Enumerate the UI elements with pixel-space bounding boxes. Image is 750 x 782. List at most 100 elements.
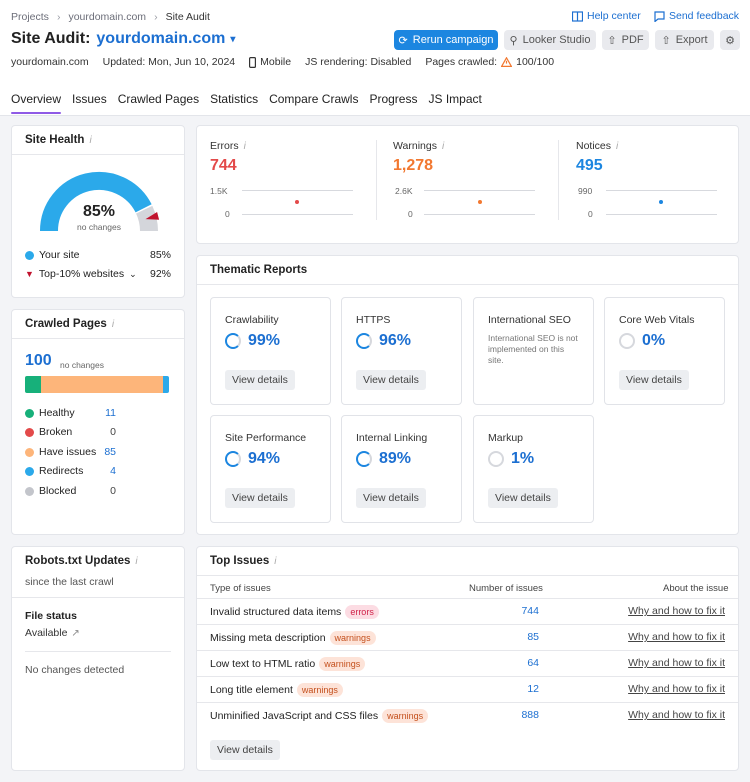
report-card-crawlability[interactable]: Crawlability 99% View details xyxy=(210,297,331,405)
settings-button[interactable]: ⚙ xyxy=(720,30,740,50)
looker-studio-button[interactable]: ⚲ Looker Studio xyxy=(504,30,596,50)
why-fix-link[interactable]: Why and how to fix it xyxy=(628,605,725,617)
export-button[interactable]: ⇧ Export xyxy=(655,30,714,50)
export-label: Export xyxy=(675,34,708,46)
send-feedback-link[interactable]: Send feedback xyxy=(654,10,739,22)
report-card-site-performance[interactable]: Site Performance 94% View details xyxy=(210,415,331,523)
report-card-markup[interactable]: Markup 1% View details xyxy=(473,415,594,523)
issue-name: Missing meta description xyxy=(210,632,326,644)
tab-overview[interactable]: Overview xyxy=(11,92,62,114)
why-fix-link[interactable]: Why and how to fix it xyxy=(628,657,725,669)
tab-statistics[interactable]: Statistics xyxy=(210,92,259,106)
tab-compare-crawls[interactable]: Compare Crawls xyxy=(269,92,359,106)
divider xyxy=(197,676,738,677)
crawled-pages-change: no changes xyxy=(60,360,104,370)
pdf-button[interactable]: ⇧ PDF xyxy=(602,30,649,50)
tab-progress[interactable]: Progress xyxy=(369,92,418,106)
site-health-card: Site Health i 85% no changes Your site 85… xyxy=(11,125,185,298)
issue-count[interactable]: 744 xyxy=(521,605,539,617)
why-fix-link[interactable]: Why and how to fix it xyxy=(628,683,725,695)
issue-count[interactable]: 64 xyxy=(527,657,539,669)
notices-sparkline-top xyxy=(606,190,717,191)
page-title: Site Audit: yourdomain.com ▾ xyxy=(11,30,235,48)
bar-segment-redirects[interactable] xyxy=(163,376,169,393)
legend-healthy: Healthy xyxy=(25,407,75,419)
view-details-button[interactable]: View details xyxy=(225,370,295,390)
tab-crawled-pages[interactable]: Crawled Pages xyxy=(117,92,200,106)
file-status-value-text: Available xyxy=(25,627,68,639)
warnings-sparkline-top xyxy=(424,190,535,191)
issue-count[interactable]: 888 xyxy=(521,709,539,721)
file-status-value[interactable]: Available ↗ xyxy=(25,627,80,639)
issue-name: Invalid structured data items xyxy=(210,606,342,618)
breadcrumb-projects[interactable]: Projects xyxy=(11,11,49,23)
report-name: Internal Linking xyxy=(356,432,428,444)
info-icon[interactable]: i xyxy=(274,556,277,567)
view-details-button[interactable]: View details xyxy=(488,488,558,508)
warnings-count[interactable]: 1,278 xyxy=(393,157,434,174)
redirects-count[interactable]: 4 xyxy=(110,465,116,477)
chevron-down-icon: ⌄ xyxy=(129,268,137,279)
site-health-title: Site Health i xyxy=(25,134,92,146)
report-name: HTTPS xyxy=(356,314,391,326)
legend-top-websites[interactable]: ▼ Top-10% websites ⌄ xyxy=(25,268,137,280)
report-card-https[interactable]: HTTPS 96% View details xyxy=(341,297,462,405)
issue-row-name[interactable]: Missing meta description warnings xyxy=(210,631,376,645)
divider xyxy=(197,575,738,576)
issue-count[interactable]: 85 xyxy=(527,631,539,643)
crawled-pages-bar xyxy=(25,376,169,393)
help-center-link[interactable]: Help center xyxy=(572,10,641,22)
domain-selector[interactable]: yourdomain.com xyxy=(96,30,226,47)
legend-redirects: Redirects xyxy=(25,465,83,477)
healthy-count[interactable]: 11 xyxy=(105,407,116,419)
info-icon[interactable]: i xyxy=(243,141,246,152)
gauge-top-marker xyxy=(145,212,160,220)
info-icon[interactable]: i xyxy=(616,141,619,152)
breadcrumb-domain[interactable]: yourdomain.com xyxy=(68,11,147,23)
info-icon[interactable]: i xyxy=(89,135,92,146)
divider xyxy=(25,651,171,652)
rerun-campaign-label: Rerun campaign xyxy=(412,34,494,46)
tab-js-impact[interactable]: JS Impact xyxy=(428,92,482,106)
info-icon[interactable]: i xyxy=(111,319,115,330)
legend-have-issues-label: Have issues xyxy=(39,446,97,458)
issue-row-name[interactable]: Long title element warnings xyxy=(210,683,343,697)
issue-count[interactable]: 12 xyxy=(527,683,539,695)
top-issues-card: Top Issues i Type of issues Number of iss… xyxy=(196,546,739,771)
report-score-value: 99% xyxy=(248,332,281,349)
report-card-core-web-vitals[interactable]: Core Web Vitals 0% View details xyxy=(604,297,725,405)
view-details-button[interactable]: View details xyxy=(356,370,426,390)
divider xyxy=(376,140,377,220)
issue-row-name[interactable]: Unminified JavaScript and CSS files warni… xyxy=(210,709,429,723)
why-fix-link[interactable]: Why and how to fix it xyxy=(628,709,725,721)
issue-row-name[interactable]: Invalid structured data items errors xyxy=(210,605,379,619)
errors-count[interactable]: 744 xyxy=(210,157,237,174)
notices-label: Notices i xyxy=(576,140,618,152)
send-feedback-label: Send feedback xyxy=(669,10,740,22)
why-fix-link[interactable]: Why and how to fix it xyxy=(628,631,725,643)
bar-segment-healthy[interactable] xyxy=(25,376,41,393)
have-issues-count[interactable]: 85 xyxy=(104,446,116,458)
rerun-campaign-button[interactable]: ⟳ Rerun campaign xyxy=(394,30,498,50)
pdf-label: PDF xyxy=(621,34,644,46)
view-details-button[interactable]: View details xyxy=(210,740,280,760)
external-link-icon: ↗ xyxy=(71,627,80,639)
info-icon[interactable]: i xyxy=(135,556,138,567)
view-details-button[interactable]: View details xyxy=(225,488,295,508)
bar-segment-have-issues[interactable] xyxy=(40,376,164,393)
info-icon[interactable]: i xyxy=(441,141,445,152)
report-card-internal-linking[interactable]: Internal Linking 89% View details xyxy=(341,415,462,523)
upload-icon: ⇧ xyxy=(607,34,617,47)
divider xyxy=(12,597,184,598)
tab-issues[interactable]: Issues xyxy=(72,92,107,106)
notices-count[interactable]: 495 xyxy=(576,157,603,174)
view-details-button[interactable]: View details xyxy=(356,488,426,508)
view-details-button[interactable]: View details xyxy=(619,370,689,390)
legend-your-site-label: Your site xyxy=(39,249,80,261)
issue-name: Unminified JavaScript and CSS files xyxy=(210,710,379,722)
warnings-sparkline-point xyxy=(478,200,482,204)
breadcrumb-current: Site Audit xyxy=(165,11,210,23)
issue-row-name[interactable]: Low text to HTML ratio warnings xyxy=(210,657,366,671)
chevron-down-icon[interactable]: ▾ xyxy=(230,33,236,45)
crawled-pages-total[interactable]: 100 xyxy=(25,352,52,369)
